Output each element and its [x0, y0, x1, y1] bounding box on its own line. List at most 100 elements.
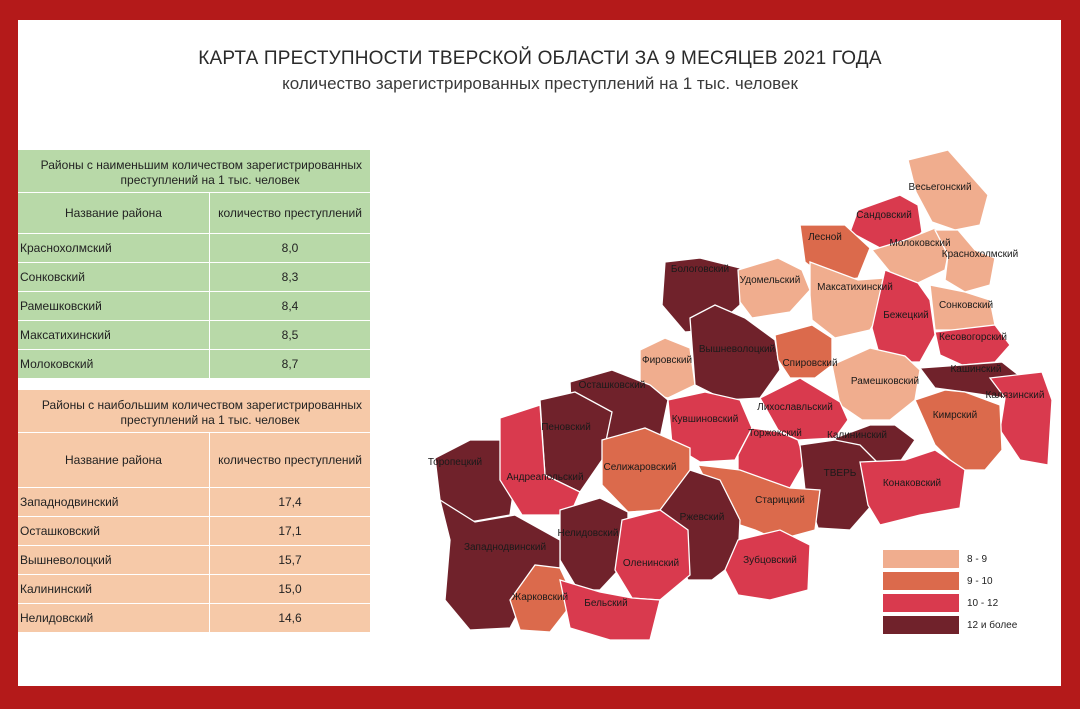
map-subtitle: количество зарегистрированных преступлен… — [282, 74, 798, 93]
region-shape — [774, 324, 833, 379]
district-name: Западнодвинский — [18, 487, 210, 517]
region-shape — [689, 304, 781, 401]
table-row: Нелидовский 14,6 — [18, 603, 370, 633]
table-row: Осташковский 17,1 — [18, 516, 370, 546]
region-label: Бежецкий — [883, 310, 929, 321]
region-label: Старицкий — [755, 495, 805, 506]
crime-count: 15,0 — [209, 574, 370, 604]
region-label: Кувшиновский — [672, 414, 739, 425]
district-name: Вышневолоцкий — [18, 545, 210, 575]
region-label: Рамешковский — [851, 376, 919, 387]
legend-swatch — [883, 616, 959, 634]
region-shape — [859, 449, 966, 526]
title-block: КАРТА ПРЕСТУПНОСТИ ТВЕРСКОЙ ОБЛАСТИ ЗА 9… — [0, 48, 1080, 94]
crime-count: 8,7 — [209, 349, 370, 379]
region-map: ВесьегонскийСандовскийЛеснойМолоковскийК… — [428, 149, 1053, 641]
highest-col-count: количество преступлений — [209, 432, 370, 488]
table-row: Максатихинский 8,5 — [18, 320, 370, 350]
legend-label: 12 и более — [967, 619, 1018, 631]
table-row: Молоковский 8,7 — [18, 349, 370, 379]
lowest-col-count: количество преступлений — [209, 192, 370, 234]
lowest-crime-table: Районы с наименьшим количеством зарегист… — [18, 150, 370, 379]
region-label: Торжокский — [748, 428, 802, 439]
highest-crime-table: Районы с наибольшим количеством зарегист… — [18, 390, 370, 633]
region-label: Кашинский — [950, 364, 1001, 375]
region-label: Жарковский — [512, 592, 568, 603]
region-label: Лихославльский — [757, 402, 833, 413]
lowest-caption-line1: Районы с наименьшим количеством зарегист… — [40, 158, 362, 172]
region-label: Конаковский — [883, 478, 941, 489]
map-legend: 8 - 9 9 - 10 10 - 12 12 и более — [883, 548, 1017, 636]
region-label: Торопецкий — [428, 457, 482, 468]
region-label: Максатихинский — [817, 282, 893, 293]
region-shape — [724, 529, 811, 601]
region-label: ТВЕРЬ — [824, 468, 857, 479]
region-labels: ВесьегонскийСандовскийЛеснойМолоковскийК… — [428, 182, 1045, 609]
crime-count: 17,4 — [209, 487, 370, 517]
region-label: Осташковский — [579, 380, 646, 391]
highest-caption-line1: Районы с наибольшим количеством зарегист… — [41, 398, 362, 412]
region-shapes — [434, 149, 1053, 641]
region-shape — [933, 229, 996, 293]
highest-caption-line2: преступлений на 1 тыс. человек — [120, 413, 300, 427]
region-label: Западнодвинский — [464, 542, 546, 553]
crime-count: 8,3 — [209, 262, 370, 292]
map-title: КАРТА ПРЕСТУПНОСТИ ТВЕРСКОЙ ОБЛАСТИ ЗА 9… — [198, 48, 882, 69]
region-label: Зубцовский — [743, 554, 797, 566]
legend-item: 8 - 9 — [883, 548, 1017, 570]
crime-count: 8,5 — [209, 320, 370, 350]
region-shape — [499, 404, 581, 516]
district-name: Максатихинский — [18, 320, 210, 350]
legend-swatch — [883, 572, 959, 590]
region-label: Весьегонский — [908, 182, 971, 193]
region-label: Кесовогорский — [939, 332, 1007, 343]
district-name: Молоковский — [18, 349, 210, 379]
lowest-col-name: Название района — [18, 192, 210, 234]
crime-count: 8,0 — [209, 233, 370, 263]
crime-count: 14,6 — [209, 603, 370, 633]
table-row: Западнодвинский 17,4 — [18, 487, 370, 517]
region-shape — [907, 149, 989, 231]
region-label: Краснохолмский — [942, 249, 1018, 260]
region-label: Вышневолоцкий — [699, 344, 775, 355]
highest-col-name: Название района — [18, 432, 210, 488]
legend-label: 10 - 12 — [967, 597, 999, 609]
region-shape — [559, 497, 629, 591]
region-shape — [614, 509, 691, 601]
legend-swatch — [883, 550, 959, 568]
lowest-table-caption: Районы с наименьшим количеством зарегист… — [18, 150, 370, 193]
region-shape — [871, 269, 936, 363]
region-label: Пеновский — [541, 422, 591, 433]
region-label: Молоковский — [889, 238, 950, 249]
region-label: Нелидовский — [557, 528, 618, 539]
region-shape — [559, 579, 661, 641]
region-label: Ржевский — [680, 512, 725, 523]
region-label: Бологовский — [671, 264, 729, 275]
table-row: Калининский 15,0 — [18, 574, 370, 604]
region-shape — [934, 324, 1011, 366]
region-label: Кимрский — [933, 410, 977, 421]
crime-count: 17,1 — [209, 516, 370, 546]
region-label: Лесной — [808, 232, 842, 243]
region-shape — [809, 261, 886, 339]
legend-item: 9 - 10 — [883, 570, 1017, 592]
region-label: Калининский — [827, 430, 887, 441]
legend-label: 8 - 9 — [967, 553, 988, 565]
region-label: Селижаровский — [604, 462, 677, 473]
district-name: Рамешковский — [18, 291, 210, 321]
region-label: Бельский — [584, 598, 627, 609]
region-shape — [759, 377, 849, 441]
region-label: Фировский — [642, 355, 692, 366]
region-shape — [988, 371, 1053, 466]
region-label: Спировский — [782, 358, 837, 369]
table-row: Рамешковский 8,4 — [18, 291, 370, 321]
crime-count: 15,7 — [209, 545, 370, 575]
region-label: Удомельский — [740, 275, 801, 286]
table-row: Вышневолоцкий 15,7 — [18, 545, 370, 575]
legend-item: 10 - 12 — [883, 592, 1017, 614]
table-row: Краснохолмский 8,0 — [18, 233, 370, 263]
region-label: Калязинский — [986, 390, 1045, 401]
region-label: Оленинский — [623, 558, 679, 569]
table-row: Сонковский 8,3 — [18, 262, 370, 292]
lowest-caption-line2: преступлений на 1 тыс. человек — [120, 173, 300, 187]
